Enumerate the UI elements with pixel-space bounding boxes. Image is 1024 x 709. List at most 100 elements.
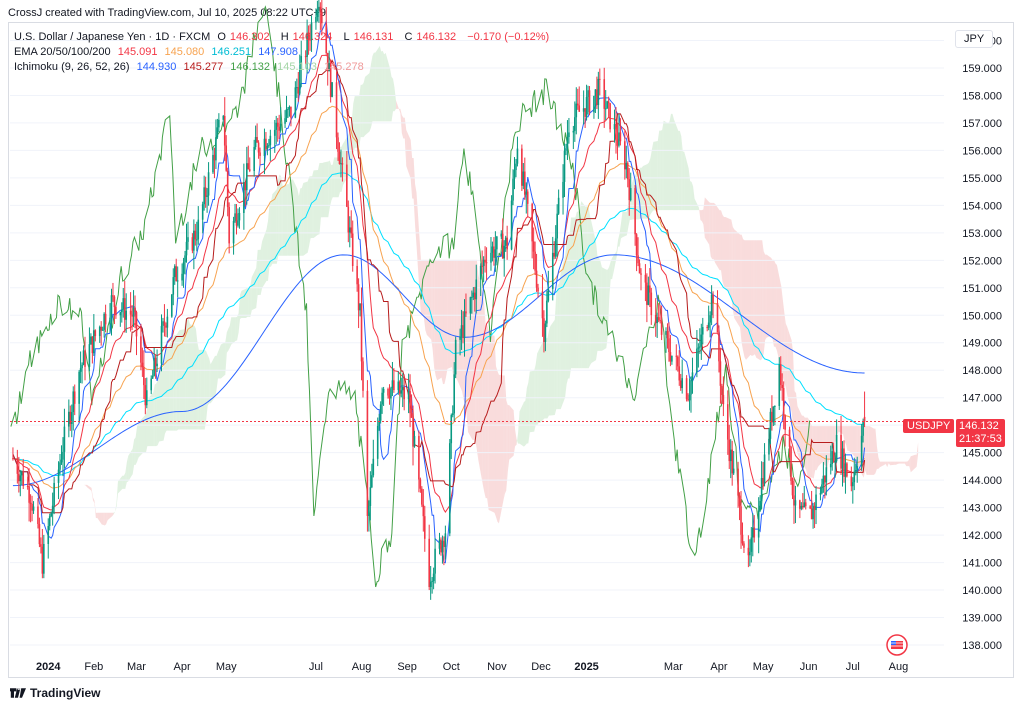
candle-body — [760, 478, 763, 501]
cloud-segment — [103, 512, 105, 526]
candle-body — [412, 417, 414, 447]
candle-body — [841, 448, 844, 469]
tradingview-logo[interactable]: TradingView — [10, 686, 100, 700]
candle-body — [410, 413, 413, 418]
chart-credit: CrossJ created with TradingView.com, Jul… — [8, 7, 327, 19]
candle-body — [290, 106, 292, 118]
cloud-segment — [444, 259, 446, 384]
cloud-segment — [329, 160, 332, 208]
candle-body — [607, 101, 610, 104]
cloud-segment — [641, 165, 644, 219]
cloud-segment — [885, 461, 888, 468]
cloud-segment — [528, 371, 530, 444]
cloud-segment — [241, 288, 246, 319]
candle-body — [568, 132, 570, 138]
candle-body — [503, 245, 506, 259]
cloud-segment — [453, 259, 455, 379]
cloud-segment — [509, 405, 514, 460]
candle-body — [660, 320, 663, 335]
cloud-segment — [815, 426, 817, 471]
cloud-segment — [385, 52, 391, 122]
cloud-segment — [548, 326, 551, 416]
cloud-segment — [873, 428, 876, 475]
cloud-segment — [693, 186, 695, 211]
candle-body — [835, 434, 838, 461]
cloud-segment — [673, 119, 679, 211]
cloud-segment — [660, 130, 663, 211]
candle-body — [172, 277, 175, 295]
cloud-segment — [668, 121, 670, 211]
cloud-segment — [545, 338, 548, 419]
candle-body — [170, 294, 173, 317]
candle-body — [809, 506, 811, 509]
candle-body — [150, 378, 153, 391]
ema-name: EMA 20/50/100/200 — [14, 46, 111, 58]
candle-body — [350, 227, 353, 234]
candle-body — [43, 543, 45, 574]
ohlc-open: O 146.302 — [217, 31, 270, 43]
cloud-segment — [188, 318, 191, 430]
candle-body — [438, 539, 441, 549]
candle-body — [803, 502, 806, 508]
cloud-segment — [585, 206, 588, 369]
legend-row-ichimoku: Ichimoku (9, 26, 52, 26) 144.930 145.277… — [14, 60, 553, 75]
cloud-segment — [754, 240, 757, 358]
cloud-segment — [200, 349, 205, 430]
candle-body — [669, 352, 672, 362]
candle-body — [122, 298, 125, 310]
cloud-segment — [704, 197, 710, 245]
cloud-segment — [278, 174, 280, 256]
cloud-segment — [194, 325, 196, 430]
cloud-segment — [684, 151, 689, 211]
y-tick-label: 159.000 — [962, 63, 1002, 75]
candle-body — [822, 475, 825, 485]
candle-body — [228, 207, 230, 244]
candle-body — [32, 506, 35, 511]
candle-body — [531, 203, 533, 242]
cloud-segment — [525, 387, 527, 446]
legend-row-ema: EMA 20/50/100/200 145.091 145.080 146.25… — [14, 45, 553, 60]
currency-button[interactable]: JPY — [955, 30, 994, 48]
cloud-segment — [796, 393, 798, 454]
cloud-segment — [579, 201, 582, 369]
candle-body — [204, 187, 207, 197]
cloud-segment — [313, 169, 318, 239]
cloud-segment — [229, 317, 232, 348]
y-axis: 138.000 139.000 140.000 141.000 142.000 143.0… — [962, 35, 1002, 652]
cloud-segment — [570, 217, 576, 369]
candle-body — [340, 163, 342, 165]
cloud-segment — [898, 461, 901, 464]
x-tick-label: 2025 — [574, 661, 598, 673]
cloud-segment — [626, 203, 629, 236]
cloud-segment — [837, 426, 839, 436]
y-tick-label: 149.000 — [962, 338, 1002, 350]
candle-body — [401, 387, 404, 391]
y-tick-label: 142.000 — [962, 530, 1002, 542]
candle-body — [50, 513, 52, 517]
candle-body — [840, 434, 842, 469]
cloud-segment — [167, 344, 170, 431]
flag-icon[interactable] — [885, 633, 909, 657]
cloud-segment — [282, 184, 288, 256]
candle-body — [215, 137, 217, 161]
cloud-segment — [669, 113, 672, 211]
x-tick-label: Jul — [309, 661, 323, 673]
x-tick-label: Dec — [531, 661, 551, 673]
candle-body — [325, 23, 328, 53]
candle-body — [193, 230, 195, 251]
candle-body — [276, 122, 279, 127]
candle-body — [212, 154, 214, 173]
candle-body — [348, 227, 351, 233]
cloud-segment — [848, 426, 854, 456]
candle-body — [656, 317, 658, 324]
candle-body — [294, 87, 297, 118]
cloud-segment — [466, 259, 469, 432]
cloud-segment — [126, 455, 129, 483]
candle-body — [160, 325, 163, 364]
candle-body — [72, 391, 75, 413]
cloud-segment — [550, 319, 555, 416]
candle-body — [371, 475, 373, 488]
candle-body — [287, 108, 289, 110]
cloud-segment — [125, 462, 127, 489]
